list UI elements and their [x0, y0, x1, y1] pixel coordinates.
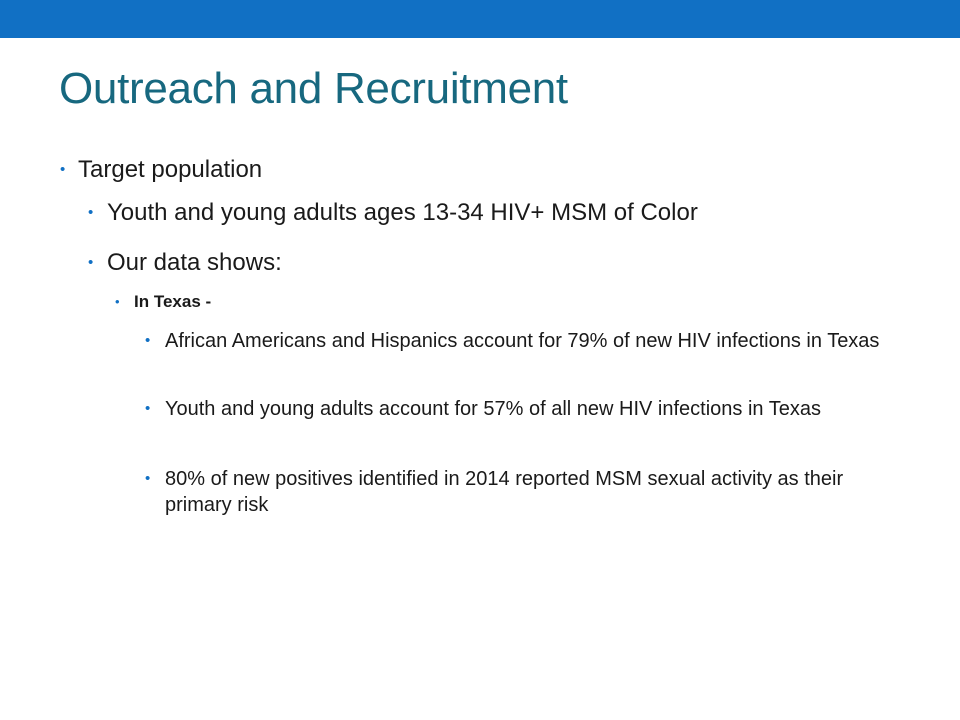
bullet-dot-icon: •	[88, 254, 94, 271]
slide-title: Outreach and Recruitment	[59, 64, 568, 113]
bullet-dot-icon: •	[115, 294, 120, 309]
bullet-in-texas: • In Texas -	[115, 291, 211, 313]
bullet-text: 80% of new positives identified in 2014 …	[165, 468, 844, 516]
bullet-dot-icon: •	[88, 204, 94, 221]
bullet-text: Youth and young adults account for 57% o…	[165, 398, 821, 420]
top-accent-bar	[0, 0, 960, 38]
bullet-youth-adults: • Youth and young adults ages 13-34 HIV+…	[88, 198, 698, 228]
bullet-text: Our data shows:	[107, 249, 282, 276]
bullet-data-shows: • Our data shows:	[88, 248, 282, 278]
bullet-dot-icon: •	[60, 161, 66, 178]
bullet-dot-icon: •	[145, 400, 151, 417]
bullet-dot-icon: •	[145, 332, 151, 349]
bullet-text: Target population	[78, 156, 263, 183]
bullet-text: African Americans and Hispanics account …	[165, 330, 880, 352]
bullet-text: Youth and young adults ages 13-34 HIV+ M…	[107, 199, 698, 226]
bullet-text: In Texas -	[134, 292, 212, 311]
bullet-dot-icon: •	[145, 470, 151, 487]
bullet-stat-3: • 80% of new positives identified in 201…	[145, 466, 915, 518]
bullet-stat-1: • African Americans and Hispanics accoun…	[145, 328, 915, 354]
bullet-stat-2: • Youth and young adults account for 57%…	[145, 396, 915, 422]
bullet-target-population: • Target population	[60, 155, 262, 185]
